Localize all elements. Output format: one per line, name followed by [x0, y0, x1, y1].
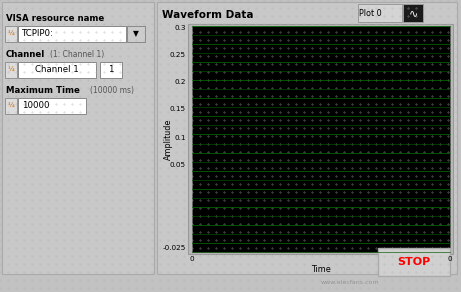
- Text: VISA resource name: VISA resource name: [6, 14, 104, 23]
- Bar: [18, 62, 96, 78]
- Bar: [5, 62, 17, 78]
- Text: Channel: Channel: [6, 50, 45, 59]
- Bar: [188, 24, 453, 254]
- Text: 1: 1: [108, 65, 114, 74]
- Text: www.elecfans.com: www.elecfans.com: [321, 279, 379, 284]
- Bar: [100, 62, 122, 78]
- Text: 0.2: 0.2: [175, 79, 186, 85]
- Text: ¼: ¼: [7, 103, 14, 109]
- Text: 0.05: 0.05: [170, 162, 186, 168]
- Text: Amplitude: Amplitude: [164, 118, 172, 160]
- Bar: [5, 26, 17, 42]
- Text: ∿: ∿: [408, 8, 418, 18]
- Text: 0: 0: [189, 256, 195, 262]
- Text: -0.025: -0.025: [163, 245, 186, 251]
- Bar: [2, 2, 154, 274]
- Text: ¼: ¼: [7, 31, 14, 37]
- Text: (1: Channel 1): (1: Channel 1): [50, 50, 104, 59]
- Text: 0: 0: [448, 256, 452, 262]
- Bar: [18, 26, 126, 42]
- Text: 0.25: 0.25: [170, 52, 186, 58]
- Bar: [127, 26, 145, 42]
- Text: ▼: ▼: [133, 29, 139, 39]
- Text: Maximum Time: Maximum Time: [6, 86, 80, 95]
- Text: (10000 ms): (10000 ms): [90, 86, 134, 95]
- Text: 0.15: 0.15: [170, 106, 186, 112]
- Text: 10000: 10000: [22, 102, 49, 110]
- Text: STOP: STOP: [397, 257, 431, 267]
- Text: Time: Time: [311, 265, 331, 274]
- Text: Waveform Data: Waveform Data: [162, 10, 254, 20]
- Bar: [5, 98, 17, 114]
- Text: Plot 0: Plot 0: [359, 8, 381, 18]
- Bar: [157, 2, 457, 274]
- Text: 0.3: 0.3: [175, 25, 186, 31]
- Text: Channel 1: Channel 1: [35, 65, 79, 74]
- Bar: [192, 26, 450, 252]
- Bar: [18, 98, 86, 114]
- Bar: [378, 248, 450, 276]
- Text: ¼: ¼: [7, 67, 14, 73]
- Bar: [403, 4, 423, 22]
- Text: TCPIP0:: TCPIP0:: [22, 29, 54, 39]
- Text: 0.1: 0.1: [175, 135, 186, 141]
- Bar: [358, 4, 402, 22]
